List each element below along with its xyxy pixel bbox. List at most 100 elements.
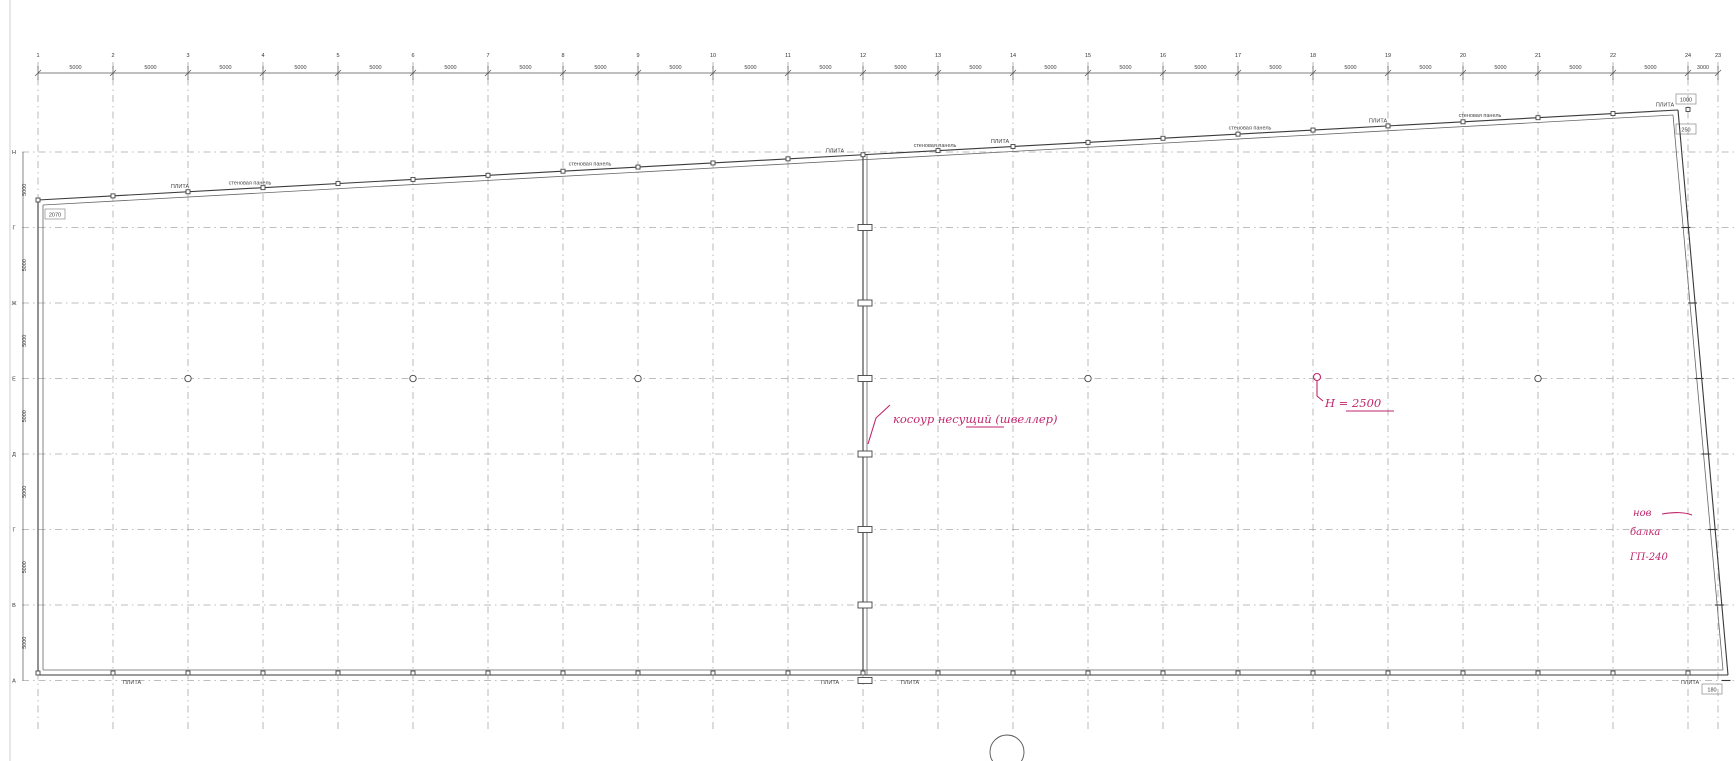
wall-tag: стеновая панель	[1459, 113, 1502, 119]
bottom-wall-column	[335, 670, 341, 676]
bottom-wall-tag: ПЛИТА	[123, 680, 142, 686]
top-wall-column	[860, 152, 866, 158]
dimension-value-x: 5000	[1044, 65, 1056, 71]
bottom-wall-tag: ПЛИТА	[1681, 680, 1700, 686]
bottom-wall-column	[1385, 670, 1391, 676]
handwritten-annotations: косоур несущий (швеллер) Н = 2500 нов ба…	[867, 372, 1693, 563]
top-wall-column	[560, 168, 566, 174]
axis-label-x: 22	[1610, 53, 1616, 59]
note-h-text: Н = 2500	[1324, 396, 1381, 410]
beam-column-marker	[857, 375, 873, 382]
beam-column-marker	[857, 601, 873, 609]
bottom-wall-column	[635, 670, 641, 676]
top-wall-column	[185, 189, 191, 195]
beam-column-marker	[857, 677, 873, 684]
dimension-value-x: 5000	[744, 65, 756, 71]
top-wall-column	[935, 148, 941, 154]
top-wall-column	[1385, 123, 1391, 129]
small-dimension-box	[1701, 683, 1723, 695]
bottom-wall-column	[560, 670, 566, 676]
top-wall-column	[335, 181, 341, 186]
wall-tag: ПЛИТА	[991, 139, 1010, 145]
column-marker	[1084, 374, 1092, 383]
bottom-wall-column	[410, 670, 416, 676]
dimension-value-x: 5000	[219, 65, 231, 71]
axis-label-x: 1	[36, 53, 39, 59]
dimension-value-y: 5000	[22, 486, 28, 498]
wall-tag: ПЛИТА	[1369, 118, 1388, 124]
top-wall-column	[1610, 111, 1616, 117]
column-marker	[634, 374, 642, 383]
dimension-value-x: 5000	[1269, 65, 1281, 71]
small-dimension-value: 1000	[1680, 98, 1692, 104]
bottom-wall-column	[935, 670, 941, 676]
dimension-value-x: 5000	[1119, 65, 1131, 71]
axis-label-y: В	[12, 603, 16, 609]
dimension-value-x: 5000	[819, 65, 831, 71]
axis-label-y: Г	[13, 226, 16, 232]
axis-label-x: 23	[1715, 53, 1721, 59]
top-wall-column	[1460, 119, 1466, 125]
bottom-wall-column	[710, 670, 716, 676]
axis-label-x: 15	[1085, 53, 1091, 59]
axis-label-x: 4	[261, 53, 264, 59]
bottom-wall-tag: ПЛИТА	[901, 680, 920, 686]
top-wall-column	[1235, 131, 1241, 137]
axis-label-x: 7	[486, 53, 489, 59]
top-wall-column	[35, 197, 41, 203]
dimension-value-x: 5000	[69, 65, 81, 71]
axis-label-y: А	[12, 679, 16, 685]
small-dimension-value: 180	[1707, 688, 1716, 694]
top-wall-column	[1535, 115, 1541, 121]
dimension-value-x: 5000	[1644, 65, 1656, 71]
axis-label-y: Г	[13, 528, 16, 534]
axis-label-x: 8	[561, 53, 564, 59]
dimension-value-y: 5000	[22, 335, 28, 347]
bottom-wall-column	[110, 670, 116, 676]
axis-label-y: Д	[12, 452, 16, 458]
wall-tag: стеновая панель	[569, 162, 612, 168]
dimension-value-x: 5000	[144, 65, 156, 71]
dimension-value-x: 5000	[894, 65, 906, 71]
wall-right	[1677, 109, 1729, 676]
bottom-wall-column	[260, 670, 266, 676]
beam-column-marker	[857, 526, 873, 533]
bottom-wall-column	[485, 670, 491, 676]
axis-labels: 1 2 3 4 5 6 7 8 9 10 11 12 13 14 15 16 17 18 19 20 21 22 24 23H…	[11, 53, 1721, 686]
note-right-line2: балка	[1630, 527, 1660, 538]
dimension-value-y: 5000	[22, 561, 28, 573]
bottom-wall-column	[1085, 670, 1091, 676]
top-wall-column	[110, 193, 116, 199]
top-wall-column	[485, 172, 491, 178]
dimension-chain: 5000 5000 5000 5000 5000 5000 5000 5000 5000 5000…	[22, 65, 1723, 695]
axis-label-x: 3	[186, 53, 189, 59]
small-dimension-value: 250	[1681, 128, 1690, 134]
bottom-wall-column	[785, 670, 791, 676]
axis-label-x: 13	[935, 53, 941, 59]
beam-column-marker	[857, 299, 873, 307]
axis-label-x: 5	[336, 53, 339, 59]
axis-label-x: 11	[785, 53, 791, 59]
note-h-circle	[1312, 372, 1322, 382]
dimension-value-y: 5000	[22, 410, 28, 422]
dimension-value-x: 5000	[369, 65, 381, 71]
vertical-grid-lines	[37, 62, 1719, 730]
dimension-value-y: 5000	[22, 637, 28, 649]
top-wall-column	[1160, 135, 1166, 141]
wall-tag: ПЛИТА	[171, 184, 190, 190]
top-wall-column	[1685, 107, 1691, 112]
axis-label-y: Ж	[11, 301, 16, 307]
dimension-value-x: 5000	[969, 65, 981, 71]
horizontal-grid-lines	[22, 151, 1736, 681]
bottom-wall-column	[35, 670, 41, 676]
small-dimension-box	[1675, 123, 1697, 135]
dimension-value-x: 5000	[594, 65, 606, 71]
axis-label-x: 2	[111, 53, 114, 59]
wall-top-inner	[42, 114, 1674, 206]
dimension-value-x: 5000	[1494, 65, 1506, 71]
axis-label-x: 10	[710, 53, 716, 59]
bottom-wall-column	[1535, 670, 1541, 676]
dimension-value-x: 5000	[444, 65, 456, 71]
top-wall-column	[710, 160, 716, 166]
column-marker	[184, 374, 192, 383]
